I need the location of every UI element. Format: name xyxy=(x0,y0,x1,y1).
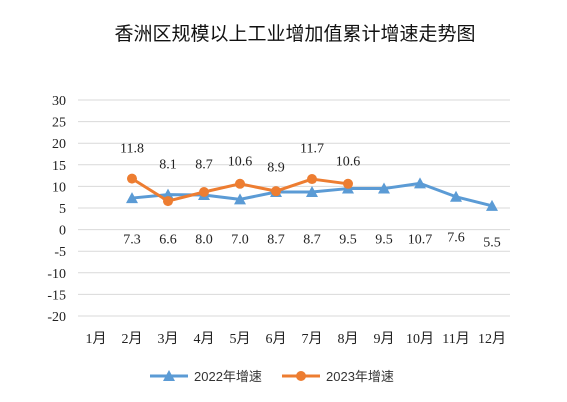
data-labels: 7.3 6.6 8.0 7.0 8.7 8.7 9.5 9.5 10.7 7.6 5.5 11.8 8.… xyxy=(120,142,501,251)
data-label: 10.6 xyxy=(336,155,361,170)
data-label: 8.1 xyxy=(159,158,177,173)
legend-label-2023: 2023年增速 xyxy=(326,369,394,384)
chart-title: 香洲区规模以上工业增加值累计增速走势图 xyxy=(114,23,475,45)
x-tick-label: 8月 xyxy=(338,331,359,347)
data-point-circle xyxy=(307,174,317,185)
data-label: 8.7 xyxy=(303,233,321,248)
y-tick-label: 30 xyxy=(52,94,66,109)
data-label: 9.5 xyxy=(375,233,393,248)
data-label: 7.3 xyxy=(123,233,141,248)
data-label: 7.0 xyxy=(231,233,249,248)
y-tick-label: -15 xyxy=(47,288,66,303)
y-tick-label: 10 xyxy=(52,180,66,195)
x-tick-label: 5月 xyxy=(230,331,251,347)
y-tick-label: 20 xyxy=(52,137,66,152)
y-tick-label: 0 xyxy=(59,224,66,239)
data-label: 5.5 xyxy=(483,236,501,251)
data-point-triangle xyxy=(378,182,390,194)
data-label: 9.5 xyxy=(339,233,357,248)
legend-marker-circle xyxy=(296,371,306,381)
data-point-triangle xyxy=(126,192,138,204)
data-label: 8.0 xyxy=(195,233,213,248)
y-tick-label: -10 xyxy=(47,267,66,282)
data-point-circle xyxy=(127,173,137,184)
data-point-circle xyxy=(235,178,245,189)
data-label: 10.6 xyxy=(228,155,253,170)
data-label: 6.6 xyxy=(159,233,177,248)
x-tick-label: 4月 xyxy=(194,331,215,347)
x-tick-label: 12月 xyxy=(478,331,506,347)
y-tick-label: 15 xyxy=(52,159,66,174)
x-tick-label: 7月 xyxy=(302,331,323,347)
y-tick-label: -5 xyxy=(54,245,66,260)
x-tick-label: 1月 xyxy=(86,331,107,347)
data-point-triangle xyxy=(414,177,426,189)
y-axis-ticks: 30 25 20 15 10 5 0 -5 -10 -15 -20 xyxy=(47,94,66,325)
data-point-circle xyxy=(163,196,173,207)
x-axis-ticks: 1月 2月 3月 4月 5月 6月 7月 8月 9月 10月 11月 12月 xyxy=(86,331,507,347)
y-tick-label: 5 xyxy=(59,202,66,217)
data-label: 11.8 xyxy=(120,142,144,157)
data-label: 8.9 xyxy=(267,161,285,176)
data-label: 11.7 xyxy=(300,142,324,157)
y-tick-label: 25 xyxy=(52,116,66,131)
x-tick-label: 3月 xyxy=(158,331,179,347)
data-label: 7.6 xyxy=(447,231,465,246)
data-point-triangle xyxy=(306,186,318,198)
grid xyxy=(78,99,510,317)
x-tick-label: 11月 xyxy=(442,331,469,347)
data-point-triangle xyxy=(450,190,462,202)
x-tick-label: 9月 xyxy=(374,331,395,347)
data-point-triangle xyxy=(486,199,498,211)
legend-label-2022: 2022年增速 xyxy=(194,369,262,384)
data-point-triangle xyxy=(234,193,246,205)
data-label: 10.7 xyxy=(408,233,433,248)
data-point-circle xyxy=(271,186,281,197)
x-tick-label: 2月 xyxy=(122,331,143,347)
data-point-triangle xyxy=(162,188,174,200)
y-tick-label: -20 xyxy=(47,310,66,325)
x-tick-label: 10月 xyxy=(406,331,434,347)
data-point-circle xyxy=(343,178,353,189)
x-tick-label: 6月 xyxy=(266,331,287,347)
series xyxy=(126,173,498,211)
data-label: 8.7 xyxy=(267,233,285,248)
legend-marker-triangle xyxy=(163,370,175,381)
data-point-circle xyxy=(199,187,209,198)
legend: 2022年增速 2023年增速 xyxy=(150,369,394,384)
data-label: 8.7 xyxy=(195,158,213,173)
